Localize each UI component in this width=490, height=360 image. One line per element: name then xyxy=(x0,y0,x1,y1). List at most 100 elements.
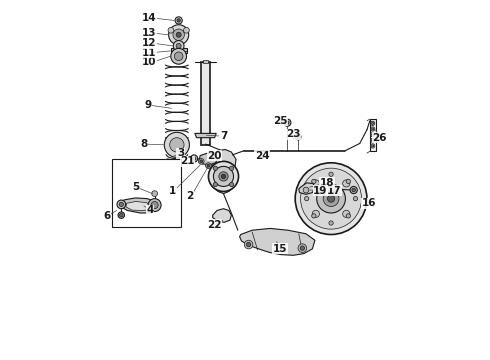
Circle shape xyxy=(205,163,211,168)
Text: 3: 3 xyxy=(177,148,184,158)
Circle shape xyxy=(221,174,225,179)
Polygon shape xyxy=(240,228,315,255)
Polygon shape xyxy=(213,209,231,222)
Text: 13: 13 xyxy=(142,28,156,38)
Text: 20: 20 xyxy=(207,150,222,161)
Polygon shape xyxy=(119,198,158,213)
Text: 17: 17 xyxy=(327,186,341,196)
Text: 8: 8 xyxy=(140,139,147,149)
Circle shape xyxy=(300,168,362,229)
Circle shape xyxy=(119,202,123,207)
Circle shape xyxy=(312,180,319,187)
Circle shape xyxy=(329,221,333,225)
Polygon shape xyxy=(195,134,216,138)
Circle shape xyxy=(371,145,374,147)
Circle shape xyxy=(120,213,123,217)
Polygon shape xyxy=(126,202,152,211)
Circle shape xyxy=(284,119,291,126)
Text: 1: 1 xyxy=(169,186,176,197)
Text: 18: 18 xyxy=(319,178,334,188)
Circle shape xyxy=(346,179,350,184)
Circle shape xyxy=(214,166,234,186)
Circle shape xyxy=(151,202,158,209)
Circle shape xyxy=(148,199,161,212)
Circle shape xyxy=(245,240,253,249)
Circle shape xyxy=(296,135,299,138)
Text: 2: 2 xyxy=(186,191,193,201)
Circle shape xyxy=(200,160,203,163)
Text: 19: 19 xyxy=(313,186,327,196)
Text: 21: 21 xyxy=(180,156,195,166)
Circle shape xyxy=(246,242,251,247)
Circle shape xyxy=(198,158,204,164)
Circle shape xyxy=(343,180,350,187)
Bar xyxy=(203,60,208,63)
Circle shape xyxy=(346,214,350,218)
Text: 5: 5 xyxy=(132,182,139,192)
Circle shape xyxy=(323,191,339,207)
Circle shape xyxy=(176,41,181,46)
Circle shape xyxy=(370,144,375,148)
Text: 26: 26 xyxy=(372,133,387,143)
Bar xyxy=(171,48,187,53)
Circle shape xyxy=(370,138,375,143)
Circle shape xyxy=(295,163,367,234)
Circle shape xyxy=(312,179,316,184)
Circle shape xyxy=(169,25,189,45)
Circle shape xyxy=(370,132,375,137)
Circle shape xyxy=(371,122,374,125)
Text: 10: 10 xyxy=(142,57,156,67)
Bar xyxy=(112,159,181,227)
Circle shape xyxy=(175,17,182,24)
Text: 11: 11 xyxy=(142,48,156,58)
Circle shape xyxy=(312,214,316,218)
Circle shape xyxy=(371,139,374,141)
Polygon shape xyxy=(210,149,236,194)
Circle shape xyxy=(303,187,309,193)
Text: 6: 6 xyxy=(103,211,111,221)
Circle shape xyxy=(171,48,187,64)
Circle shape xyxy=(168,27,174,33)
Circle shape xyxy=(343,210,350,217)
Circle shape xyxy=(298,244,307,252)
Circle shape xyxy=(229,166,234,170)
Circle shape xyxy=(118,212,124,219)
Text: 24: 24 xyxy=(255,150,270,161)
Circle shape xyxy=(184,27,189,33)
Circle shape xyxy=(176,43,181,48)
Circle shape xyxy=(173,41,184,51)
Circle shape xyxy=(173,29,184,41)
Circle shape xyxy=(177,19,180,22)
Bar xyxy=(173,56,184,59)
Text: 23: 23 xyxy=(286,129,301,139)
Circle shape xyxy=(174,52,183,60)
Circle shape xyxy=(213,166,218,170)
Text: 7: 7 xyxy=(220,131,227,141)
Circle shape xyxy=(192,157,196,160)
Circle shape xyxy=(208,161,239,192)
Polygon shape xyxy=(299,183,315,194)
Text: 16: 16 xyxy=(362,198,376,208)
Polygon shape xyxy=(199,153,218,165)
Text: 25: 25 xyxy=(273,116,288,126)
Text: 22: 22 xyxy=(207,220,222,230)
Bar xyxy=(370,119,375,151)
Text: 4: 4 xyxy=(147,206,154,216)
Text: 9: 9 xyxy=(145,100,152,111)
Bar xyxy=(201,62,210,145)
Circle shape xyxy=(329,172,333,176)
Circle shape xyxy=(219,172,228,181)
Text: 14: 14 xyxy=(142,13,156,23)
Circle shape xyxy=(370,121,375,126)
Circle shape xyxy=(286,121,289,125)
Circle shape xyxy=(213,183,218,187)
Circle shape xyxy=(176,32,181,37)
Circle shape xyxy=(350,186,357,194)
Circle shape xyxy=(312,210,319,217)
Circle shape xyxy=(327,195,335,202)
Circle shape xyxy=(371,134,374,136)
Circle shape xyxy=(164,132,190,157)
Circle shape xyxy=(170,138,184,152)
Circle shape xyxy=(304,197,309,201)
Text: 12: 12 xyxy=(142,38,156,48)
